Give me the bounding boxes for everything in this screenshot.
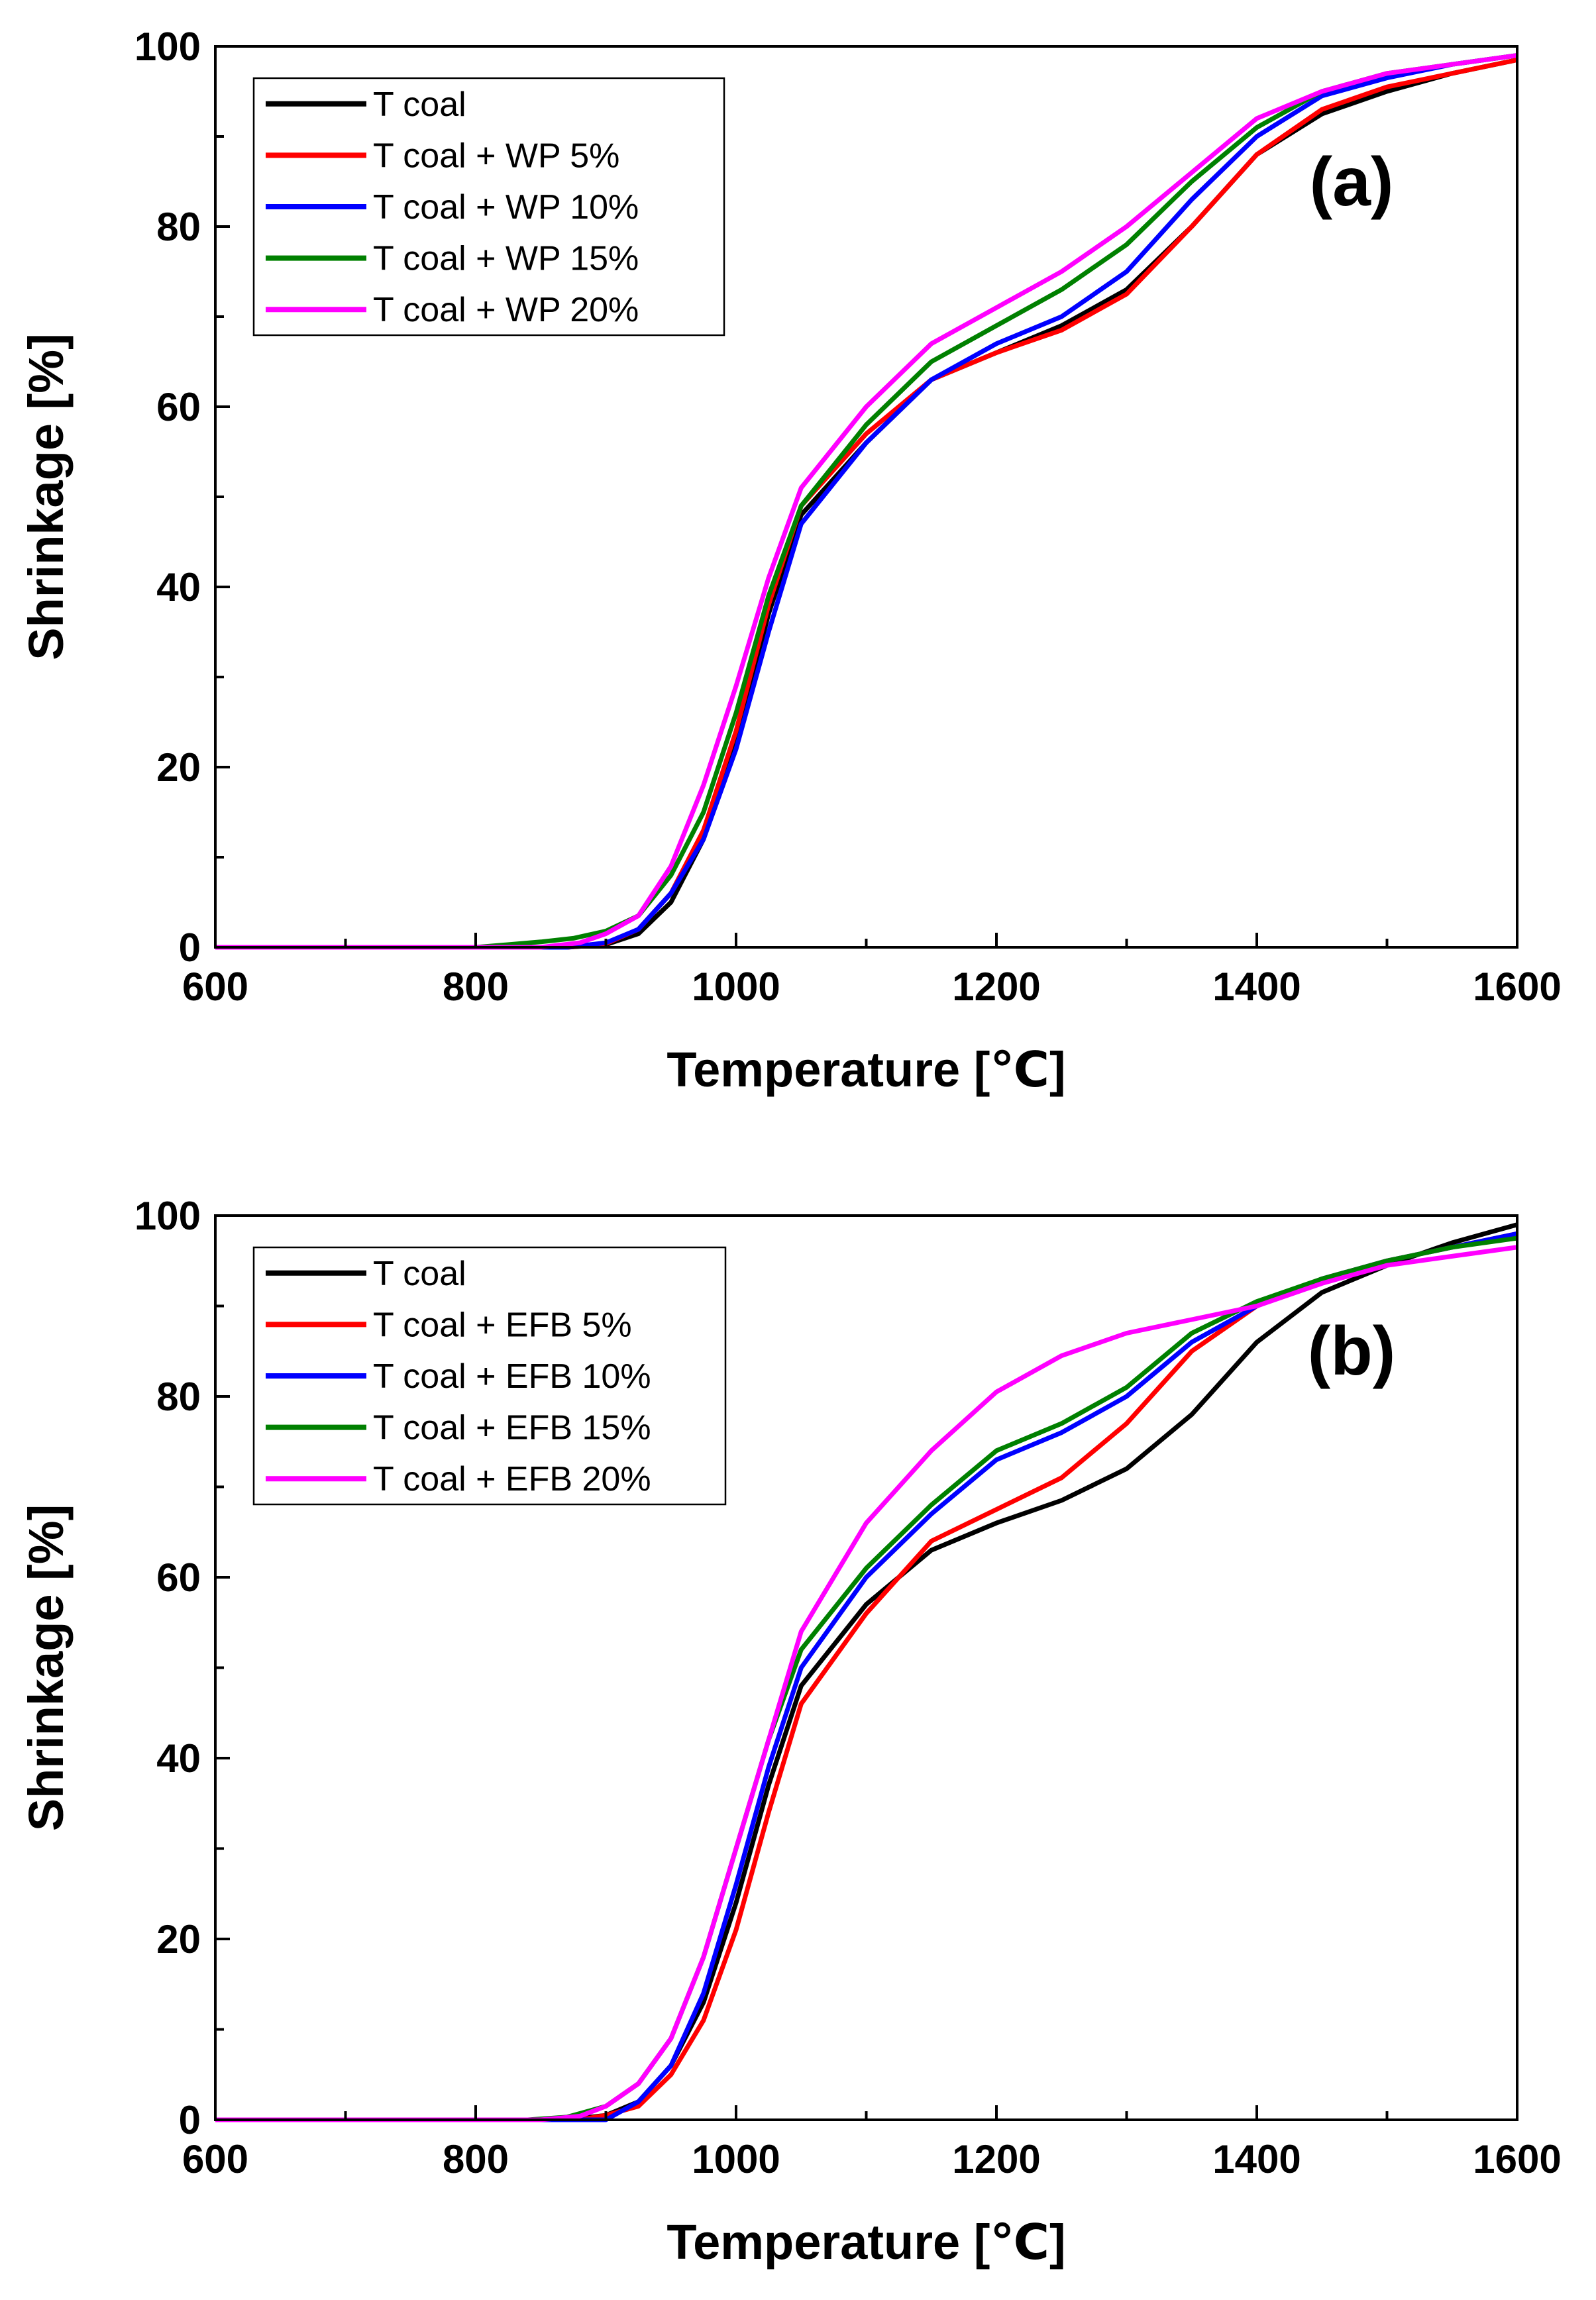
panel-a-legend-label-1: T coal + WP 5%	[373, 136, 619, 175]
panel-a-x-axis-title: Temperature [℃]	[666, 1042, 1065, 1097]
panel-a-x-tick-label: 600	[182, 965, 248, 1009]
panel-b-x-tick-label: 1000	[692, 2137, 780, 2181]
panel-b-legend-label-3: T coal + EFB 15%	[373, 1409, 651, 1447]
panel-a-y-tick-label: 40	[156, 565, 201, 609]
panel-b-legend-label-2: T coal + EFB 10%	[373, 1357, 651, 1396]
panel-a-x-tick-label: 1200	[952, 965, 1040, 1009]
panel-a-y-tick-label: 0	[179, 925, 201, 970]
panel-a-legend-label-4: T coal + WP 20%	[373, 291, 639, 329]
panel-a-series-line-4	[215, 53, 1517, 950]
panel-a-x-tick-label: 1000	[692, 965, 780, 1009]
panel-b-y-axis-title: Shrinkage [%]	[19, 1504, 74, 1831]
panel-a-series-line-2	[215, 53, 1517, 950]
panel-a-series-group	[215, 53, 1517, 950]
panel-b-y-tick-label: 100	[134, 1194, 201, 1238]
panel-b-label: (b)	[1308, 1313, 1396, 1390]
panel-b-y-tick-label: 40	[156, 1736, 201, 1781]
panel-a-y-axis-title: Shrinkage [%]	[19, 333, 74, 660]
panel-b-legend-label-4: T coal + EFB 20%	[373, 1460, 651, 1498]
panel-a-x-tick-label: 800	[443, 965, 509, 1009]
panel-a-y-tick-label: 60	[156, 385, 201, 429]
panel-b-y-tick-label: 60	[156, 1555, 201, 1600]
panel-b-x-tick-label: 1400	[1212, 2137, 1301, 2181]
panel-b-y-tick-label: 80	[156, 1375, 201, 1419]
panel-b-series-group	[215, 1222, 1517, 2122]
panel-b-x-tick-label: 800	[443, 2137, 509, 2181]
panel-a-legend-label-0: T coal	[373, 85, 466, 124]
panel-a-y-tick-label: 100	[134, 25, 201, 69]
panel-b-legend: T coal T coal + EFB 5% T coal + EFB 10% T c…	[252, 1246, 727, 1506]
panel-a-x-tick-label: 1600	[1473, 965, 1561, 1009]
panel-b-y-tick-label: 0	[179, 2098, 201, 2142]
panel-b-y-tick-label: 20	[156, 1917, 201, 1961]
panel-a-series-line-3	[215, 53, 1517, 950]
panel-b-legend-label-0: T coal	[373, 1255, 466, 1293]
panel-b-x-axis-title: Temperature [℃]	[666, 2215, 1065, 2270]
panel-b-x-tick-label: 600	[182, 2137, 248, 2181]
panel-a-legend-label-2: T coal + WP 10%	[373, 188, 639, 227]
panel-a-y-tick-label: 80	[156, 205, 201, 249]
panel-b-legend-label-1: T coal + EFB 5%	[373, 1306, 632, 1344]
panel-b: 600 800 1000 1200 1400 1600 0 20 40 60 80 100 Temper…	[19, 1194, 1562, 2270]
panel-b-x-tick-label: 1600	[1473, 2137, 1561, 2181]
panel-a-label: (a)	[1309, 144, 1393, 221]
panel-a-legend-label-3: T coal + WP 15%	[373, 240, 639, 278]
panel-a-legend: T coal T coal + WP 5% T coal + WP 10% T coa…	[252, 77, 725, 337]
panel-a: 600 800 1000 1200 1400 1600 0 20 40 60 80 100 Temper…	[19, 25, 1562, 1097]
panel-a-y-tick-label: 20	[156, 745, 201, 790]
panel-b-series-line-4	[215, 1245, 1517, 2122]
panel-a-x-tick-label: 1400	[1212, 965, 1301, 1009]
panel-b-x-tick-label: 1200	[952, 2137, 1040, 2181]
